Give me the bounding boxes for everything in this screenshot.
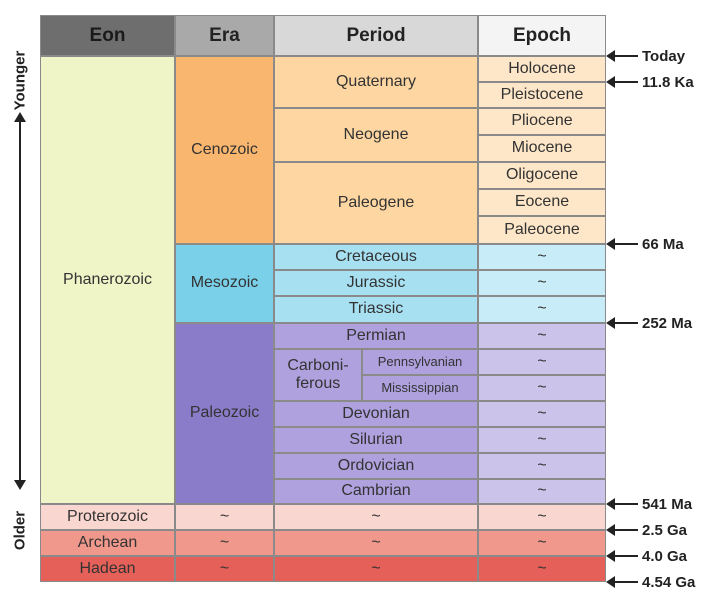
tick-label: Today bbox=[642, 47, 686, 65]
epoch-pleistocene: Pleistocene bbox=[478, 82, 606, 108]
epoch-permian-none: ~ bbox=[478, 323, 606, 349]
period-devonian: Devonian bbox=[274, 401, 478, 427]
epoch-jurassic-none: ~ bbox=[478, 270, 606, 296]
period-pennsylvanian: Pennsylvanian bbox=[362, 349, 478, 375]
era-mesozoic: Mesozoic bbox=[175, 244, 274, 323]
epoch-eocene: Eocene bbox=[478, 189, 606, 216]
era-hadean-none: ~ bbox=[175, 556, 274, 582]
epoch-pennsylvanian-none: ~ bbox=[478, 349, 606, 375]
eon-phanerozoic: Phanerozoic bbox=[40, 56, 175, 504]
arrow-left-icon bbox=[606, 238, 638, 250]
tick-541-ma: 541 Ma bbox=[606, 494, 693, 514]
period-silurian: Silurian bbox=[274, 427, 478, 453]
period-triassic: Triassic bbox=[274, 296, 478, 323]
tick-label: 252 Ma bbox=[642, 314, 693, 332]
epoch-triassic-none: ~ bbox=[478, 296, 606, 323]
tick-label: 4.54 Ga bbox=[642, 573, 696, 591]
epoch-miocene: Miocene bbox=[478, 135, 606, 162]
header-epoch: Epoch bbox=[478, 15, 606, 56]
eon-proterozoic: Proterozoic bbox=[40, 504, 175, 530]
tick-4-54-ga: 4.54 Ga bbox=[606, 572, 696, 592]
tick-label: 541 Ma bbox=[642, 495, 693, 513]
period-carboniferous: Carboni- ferous bbox=[274, 349, 362, 401]
period-cambrian: Cambrian bbox=[274, 479, 478, 504]
period-mississippian: Mississippian bbox=[362, 375, 478, 401]
epoch-hadean-none: ~ bbox=[478, 556, 606, 582]
header-era: Era bbox=[175, 15, 274, 56]
tick-label: 66 Ma bbox=[642, 235, 684, 253]
epoch-devonian-none: ~ bbox=[478, 401, 606, 427]
epoch-pliocene: Pliocene bbox=[478, 108, 606, 135]
epoch-mississippian-none: ~ bbox=[478, 375, 606, 401]
arrow-left-icon bbox=[606, 550, 638, 562]
epoch-proterozoic-none: ~ bbox=[478, 504, 606, 530]
tick-label: 2.5 Ga bbox=[642, 521, 688, 539]
epoch-archean-none: ~ bbox=[478, 530, 606, 556]
arrow-down-icon bbox=[14, 480, 26, 490]
arrow-left-icon bbox=[606, 50, 638, 62]
arrow-left-icon bbox=[606, 498, 638, 510]
arrow-left-icon bbox=[606, 524, 638, 536]
period-proterozoic-none: ~ bbox=[274, 504, 478, 530]
arrow-left-icon bbox=[606, 576, 638, 588]
period-paleogene: Paleogene bbox=[274, 162, 478, 244]
older-label: Older bbox=[11, 510, 29, 551]
epoch-ordovician-none: ~ bbox=[478, 453, 606, 479]
tick-today: Today bbox=[606, 46, 686, 66]
epoch-cretaceous-none: ~ bbox=[478, 244, 606, 270]
eon-archean: Archean bbox=[40, 530, 175, 556]
tick-2-5-ga: 2.5 Ga bbox=[606, 520, 688, 540]
period-permian: Permian bbox=[274, 323, 478, 349]
tick-4-0-ga: 4.0 Ga bbox=[606, 546, 688, 566]
epoch-cambrian-none: ~ bbox=[478, 479, 606, 504]
arrow-left-icon bbox=[606, 317, 638, 329]
header-eon: Eon bbox=[40, 15, 175, 56]
period-quaternary: Quaternary bbox=[274, 56, 478, 108]
tick-66-ma: 66 Ma bbox=[606, 234, 684, 254]
epoch-paleocene: Paleocene bbox=[478, 216, 606, 244]
eon-hadean: Hadean bbox=[40, 556, 175, 582]
epoch-holocene: Holocene bbox=[478, 56, 606, 82]
younger-label: Younger bbox=[11, 50, 29, 111]
arrow-left-icon bbox=[606, 76, 638, 88]
period-jurassic: Jurassic bbox=[274, 270, 478, 296]
tick-label: 11.8 Ka bbox=[642, 73, 694, 91]
era-proterozoic-none: ~ bbox=[175, 504, 274, 530]
era-cenozoic: Cenozoic bbox=[175, 56, 274, 244]
period-neogene: Neogene bbox=[274, 108, 478, 162]
tick-11-8-ka: 11.8 Ka bbox=[606, 72, 694, 92]
arrow-up-icon bbox=[14, 112, 26, 122]
era-archean-none: ~ bbox=[175, 530, 274, 556]
period-archean-none: ~ bbox=[274, 530, 478, 556]
period-ordovician: Ordovician bbox=[274, 453, 478, 479]
epoch-oligocene: Oligocene bbox=[478, 162, 606, 189]
period-hadean-none: ~ bbox=[274, 556, 478, 582]
tick-label: 4.0 Ga bbox=[642, 547, 688, 565]
timeline-axis bbox=[19, 120, 21, 482]
epoch-silurian-none: ~ bbox=[478, 427, 606, 453]
era-paleozoic: Paleozoic bbox=[175, 323, 274, 504]
header-period: Period bbox=[274, 15, 478, 56]
tick-252-ma: 252 Ma bbox=[606, 313, 693, 333]
period-cretaceous: Cretaceous bbox=[274, 244, 478, 270]
